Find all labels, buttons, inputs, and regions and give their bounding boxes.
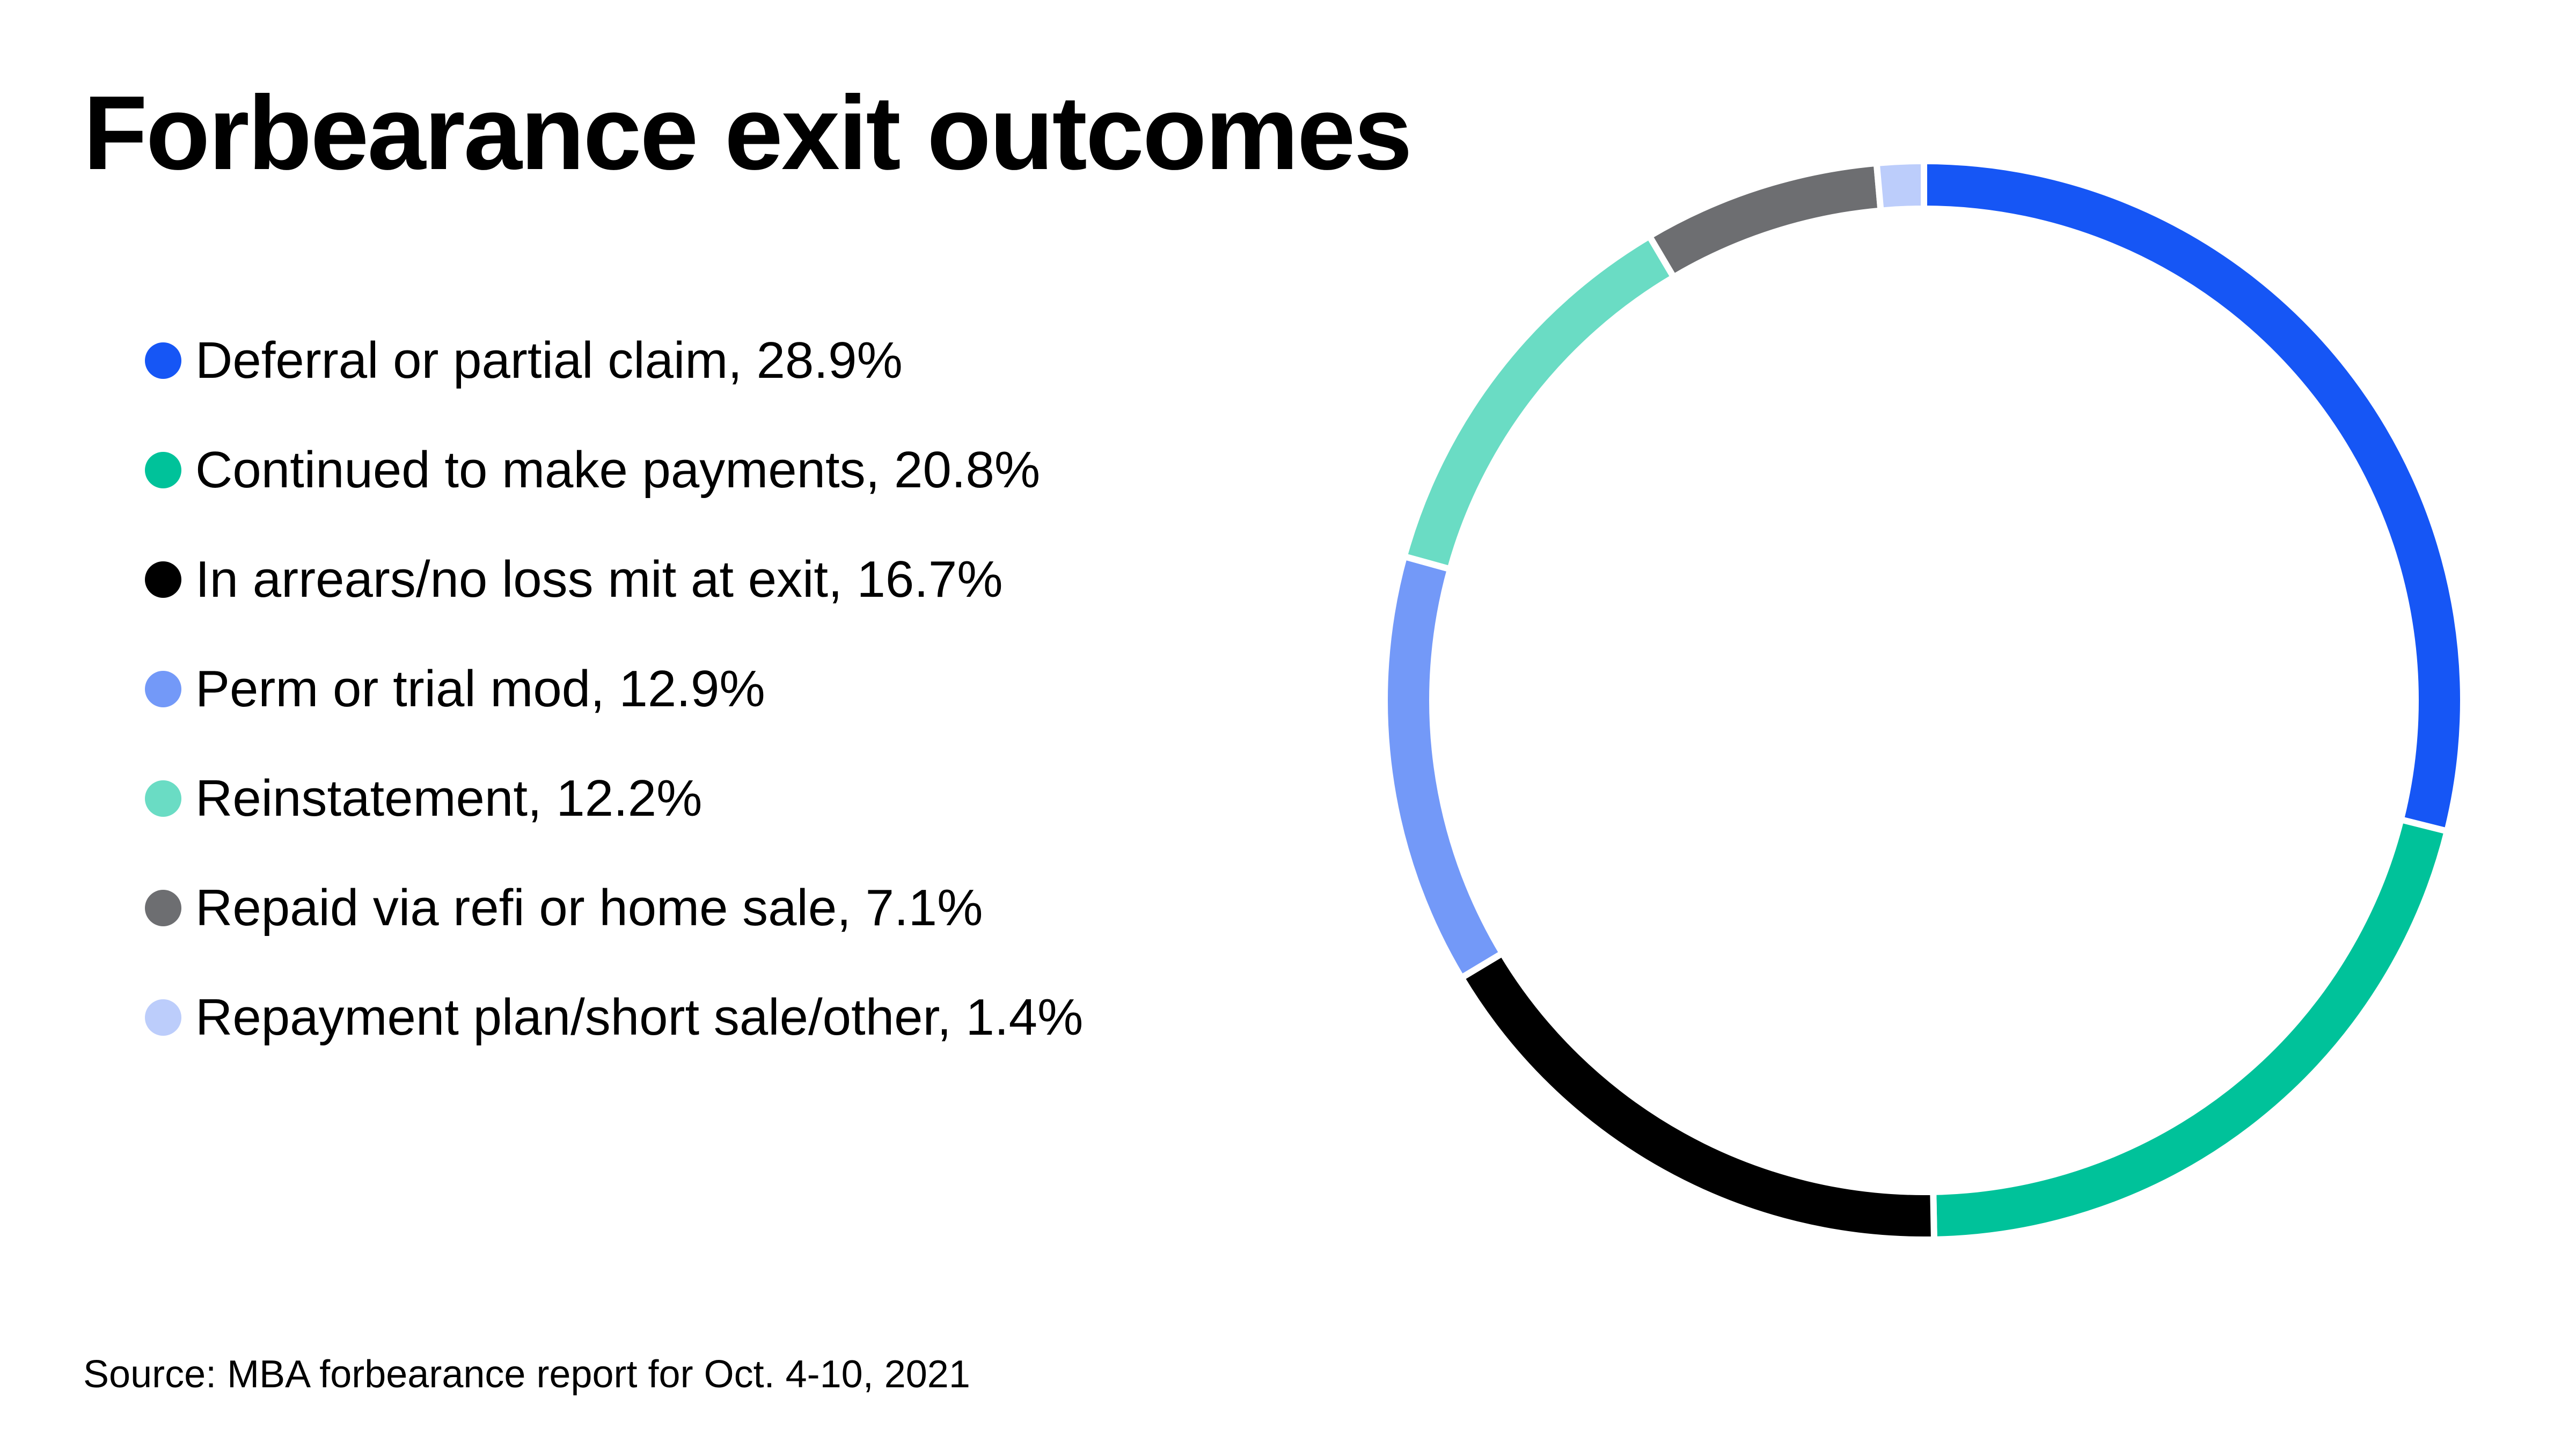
legend-swatch bbox=[145, 342, 181, 379]
source-note: Source: MBA forbearance report for Oct. … bbox=[83, 1353, 970, 1396]
donut-slice bbox=[1921, 157, 2467, 836]
donut-slice bbox=[1400, 231, 1678, 573]
legend-item: Continued to make payments, 20.8% bbox=[145, 415, 1083, 525]
legend-swatch bbox=[145, 780, 181, 817]
legend-swatch bbox=[145, 890, 181, 926]
legend-label: Repayment plan/short sale/other, 1.4% bbox=[195, 989, 1084, 1046]
legend-label: In arrears/no loss mit at exit, 16.7% bbox=[195, 551, 1003, 608]
legend-item: Repayment plan/short sale/other, 1.4% bbox=[145, 963, 1083, 1072]
legend-swatch bbox=[145, 671, 181, 707]
donut-slice bbox=[1381, 552, 1507, 983]
legend-item: Perm or trial mod, 12.9% bbox=[145, 634, 1083, 744]
legend-label: Continued to make payments, 20.8% bbox=[195, 441, 1041, 499]
chart-title: Forbearance exit outcomes bbox=[83, 74, 1413, 192]
legend-label: Deferral or partial claim, 28.9% bbox=[195, 332, 903, 389]
legend-swatch bbox=[145, 452, 181, 488]
legend-item: Repaid via refi or home sale, 7.1% bbox=[145, 853, 1083, 963]
donut-slice bbox=[1457, 949, 1938, 1243]
legend-label: Repaid via refi or home sale, 7.1% bbox=[195, 879, 983, 936]
legend-item: Deferral or partial claim, 28.9% bbox=[145, 306, 1083, 415]
legend-swatch bbox=[145, 999, 181, 1036]
donut-slice bbox=[1930, 815, 2451, 1243]
legend: Deferral or partial claim, 28.9% Continu… bbox=[145, 306, 1083, 1072]
donut-slice bbox=[1873, 157, 1927, 215]
legend-label: Perm or trial mod, 12.9% bbox=[195, 660, 765, 718]
legend-label: Reinstatement, 12.2% bbox=[195, 770, 702, 827]
legend-item: Reinstatement, 12.2% bbox=[145, 744, 1083, 853]
legend-item: In arrears/no loss mit at exit, 16.7% bbox=[145, 525, 1083, 634]
donut-slice bbox=[1645, 159, 1885, 282]
legend-swatch bbox=[145, 561, 181, 598]
